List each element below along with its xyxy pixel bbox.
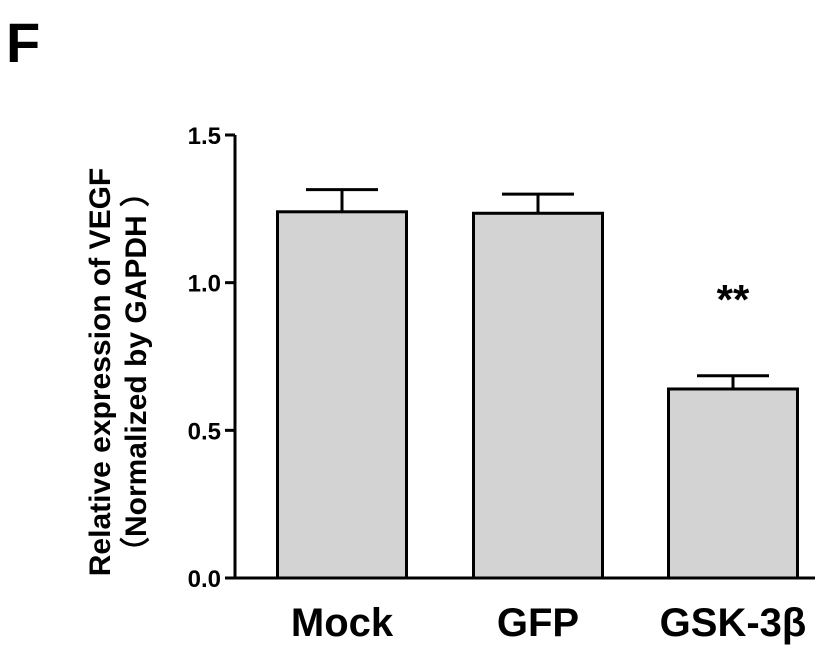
bar xyxy=(472,211,604,580)
bar xyxy=(276,210,408,580)
plot-area: 0.0 0.5 1.0 1.5 Mock GFP GSK-3β ** xyxy=(188,123,815,645)
y-tick-label: 1.0 xyxy=(188,271,221,298)
significance-marker: ** xyxy=(717,276,750,323)
panel-letter: F xyxy=(6,11,40,74)
y-tick-label: 0.5 xyxy=(188,418,221,445)
y-axis-title: Relative expression of VEGF （Normalized … xyxy=(84,168,153,576)
x-tick-label: GFP xyxy=(497,601,579,645)
x-tick-label: GSK-3β xyxy=(660,601,807,645)
bar xyxy=(667,387,799,580)
y-tick-label: 0.0 xyxy=(188,566,221,593)
x-tick-label: Mock xyxy=(291,601,394,645)
y-axis-title-line1: Relative expression of VEGF xyxy=(84,168,117,576)
y-axis-title-line2: （Normalized by GAPDH ） xyxy=(119,177,153,567)
y-tick-label: 1.5 xyxy=(188,123,221,150)
